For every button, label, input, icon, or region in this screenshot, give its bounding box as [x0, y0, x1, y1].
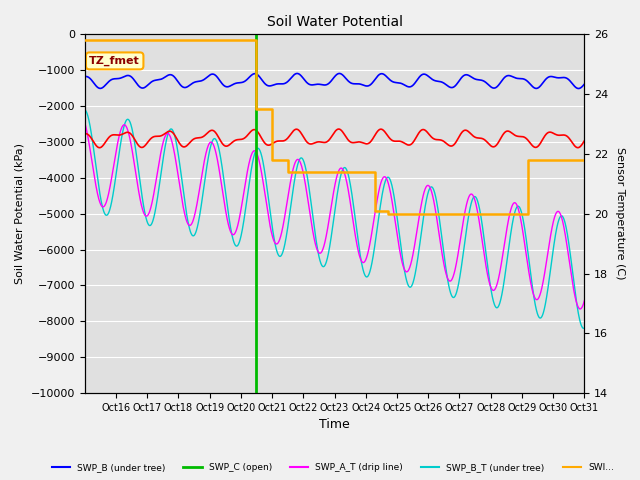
X-axis label: Time: Time	[319, 419, 350, 432]
Y-axis label: Sensor Temperature (C): Sensor Temperature (C)	[615, 147, 625, 280]
Legend: SWP_B (under tree), SWP_C (open), SWP_A_T (drip line), SWP_B_T (under tree), SWI: SWP_B (under tree), SWP_C (open), SWP_A_…	[48, 459, 618, 476]
Title: Soil Water Potential: Soil Water Potential	[266, 15, 403, 29]
Text: TZ_fmet: TZ_fmet	[90, 56, 140, 66]
Y-axis label: Soil Water Potential (kPa): Soil Water Potential (kPa)	[15, 143, 25, 284]
